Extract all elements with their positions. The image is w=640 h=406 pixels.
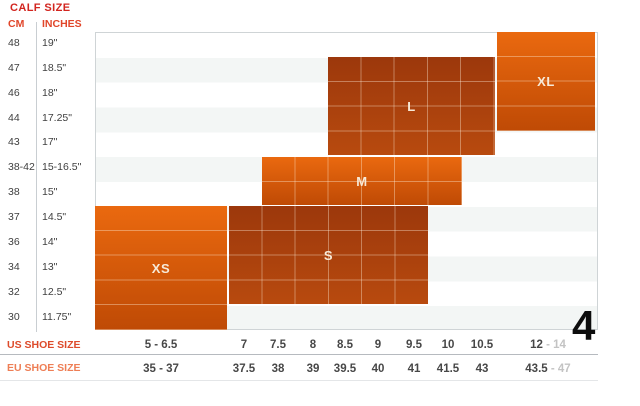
us-tick-high-main: 12 xyxy=(530,339,543,351)
us-tick: 7 xyxy=(240,339,248,351)
us-tick-high-muted: - 14 xyxy=(546,339,566,351)
calf-row: 32 12.5" xyxy=(0,285,94,300)
us-row-separator xyxy=(0,354,598,355)
page-number: 4 xyxy=(572,302,596,349)
calf-cm-value: 48 xyxy=(8,37,20,49)
us-tick: 9 xyxy=(374,339,382,351)
calf-cm-value: 47 xyxy=(8,62,20,74)
calf-inches-value: 15-16.5" xyxy=(42,161,82,173)
calf-inches-value: 18" xyxy=(42,87,58,99)
calf-row: 44 17.25" xyxy=(0,111,94,126)
calf-inches-value: 14.5" xyxy=(42,211,67,223)
eu-tick-high: 43.5 - 47 xyxy=(525,362,570,376)
calf-cm-value: 36 xyxy=(8,236,20,248)
calf-inches-value: 19" xyxy=(42,37,58,49)
eu-tick: 40 xyxy=(371,363,385,375)
eu-tick-high-muted: - 47 xyxy=(550,363,571,375)
calf-cm-value: 37 xyxy=(8,211,20,223)
calf-cm-value: 38 xyxy=(8,186,20,198)
block-gridlines xyxy=(328,57,495,155)
size-block-xs: XS xyxy=(95,206,227,330)
calf-row: 47 18.5" xyxy=(0,61,94,76)
us-tick: 8.5 xyxy=(337,339,353,351)
calf-inches-value: 17" xyxy=(42,136,58,148)
size-block-l: L xyxy=(328,57,495,155)
calf-row: 43 17" xyxy=(0,135,94,150)
eu-tick: 41 xyxy=(407,363,421,375)
us-tick-high: 12 - 14 xyxy=(530,338,566,352)
calf-inches-value: 11.75" xyxy=(42,311,72,323)
calf-cm-value: 38-42 xyxy=(8,161,35,173)
size-block-s: S xyxy=(229,206,428,304)
calf-row: 38-42 15-16.5" xyxy=(0,160,94,175)
us-tick: 7.5 xyxy=(270,339,286,351)
cm-column-header: CM xyxy=(8,18,25,30)
size-block-label: M xyxy=(356,173,368,189)
block-gridlines xyxy=(229,206,428,304)
us-tick: 10 xyxy=(441,339,455,351)
calf-row: 34 13" xyxy=(0,260,94,275)
calf-inches-value: 15" xyxy=(42,186,58,198)
size-block-label: S xyxy=(323,247,334,263)
column-divider xyxy=(36,22,37,332)
calf-cm-value: 30 xyxy=(8,311,20,323)
calf-inches-value: 17.25" xyxy=(42,112,73,124)
calf-inches-value: 14" xyxy=(42,236,58,248)
calf-cm-value: 43 xyxy=(8,136,20,148)
calf-inches-value: 12.5" xyxy=(42,286,67,298)
eu-shoe-size-label: EU SHOE SIZE xyxy=(7,362,81,374)
inches-column-header: INCHES xyxy=(42,18,82,30)
calf-inches-value: 13" xyxy=(42,261,58,273)
eu-tick: 41.5 xyxy=(436,363,460,375)
eu-tick: 43 xyxy=(475,363,489,375)
block-gridlines xyxy=(95,206,227,330)
calf-size-title: CALF SIZE xyxy=(10,2,71,14)
calf-row: 38 15" xyxy=(0,185,94,200)
us-tick: 5 - 6.5 xyxy=(144,339,178,351)
eu-tick: 37.5 xyxy=(232,363,256,375)
eu-tick: 35 - 37 xyxy=(143,363,179,375)
calf-row: 48 19" xyxy=(0,36,94,51)
us-tick: 10.5 xyxy=(470,339,494,351)
eu-tick: 39.5 xyxy=(333,363,357,375)
calf-cm-value: 32 xyxy=(8,286,20,298)
us-shoe-size-label: US SHOE SIZE xyxy=(7,339,81,351)
calf-row: 37 14.5" xyxy=(0,210,94,225)
size-block-label: XS xyxy=(151,260,171,276)
size-block-label: XL xyxy=(537,74,555,89)
eu-row-separator xyxy=(0,380,598,381)
calf-row: 30 11.75" xyxy=(0,310,94,325)
calf-row: 36 14" xyxy=(0,235,94,250)
calf-cm-value: 34 xyxy=(8,261,20,273)
calf-cm-value: 44 xyxy=(8,112,20,124)
eu-tick: 39 xyxy=(306,363,320,375)
eu-tick-high-main: 43.5 xyxy=(525,363,548,375)
calf-cm-value: 46 xyxy=(8,87,20,99)
block-gridlines xyxy=(262,157,462,205)
us-tick: 9.5 xyxy=(406,339,422,351)
calf-inches-value: 18.5" xyxy=(42,62,67,74)
eu-tick: 38 xyxy=(271,363,285,375)
size-block-xl: XL xyxy=(497,32,595,131)
size-block-label: L xyxy=(407,98,416,114)
size-block-m: M xyxy=(262,157,462,205)
us-tick: 8 xyxy=(309,339,317,351)
calf-row: 46 18" xyxy=(0,86,94,101)
block-gridlines xyxy=(497,32,595,131)
